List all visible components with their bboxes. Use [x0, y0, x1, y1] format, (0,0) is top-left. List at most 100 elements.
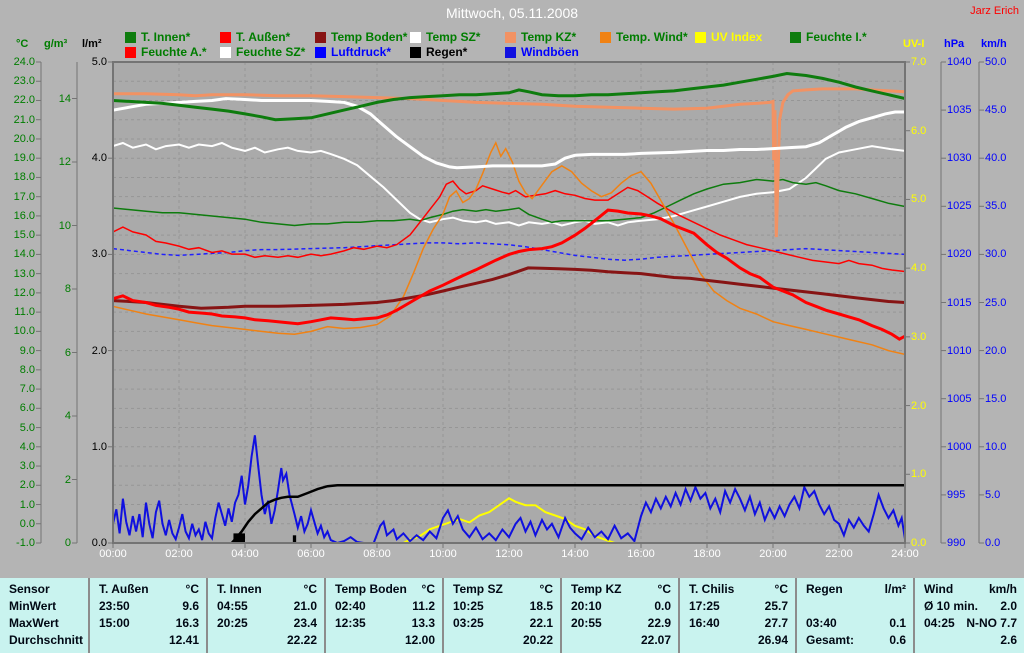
series-luftdruck	[113, 242, 905, 261]
legend-label: Feuchte A.*	[141, 45, 207, 59]
table-cell: Ø 10 min.	[924, 599, 979, 613]
table-cell: 25.7	[764, 599, 788, 613]
table-cell: 12:35	[335, 616, 366, 630]
table-cell: Temp Boden	[335, 582, 407, 596]
table-cell: °C	[774, 582, 788, 596]
axis-tick-label: 10.0	[985, 440, 1007, 453]
series-t-innen	[113, 71, 905, 122]
table-cell: T. Innen	[217, 582, 262, 596]
axis-tick-label: 13.0	[13, 267, 35, 280]
axis-tick-label: 17.0	[13, 190, 35, 203]
axis-tick-label: 2.0	[911, 399, 927, 412]
legend-label: Temp SZ*	[426, 30, 481, 44]
x-axis-label: 18:00	[693, 548, 721, 560]
x-axis-label: 02:00	[165, 548, 193, 560]
table-cell: 2.6	[1000, 633, 1017, 647]
legend-label: Feuchte I.*	[806, 30, 867, 44]
table-cell: Durchschnitt	[9, 633, 84, 647]
table-cell: 22.07	[640, 633, 671, 647]
axis-tick-label: 1010	[947, 344, 972, 357]
axis-tick-label: 40.0	[985, 152, 1007, 165]
axis-tick-label: 3.0	[91, 248, 107, 261]
table-row: Temp KZ °C	[562, 581, 678, 598]
legend-item-t-au-en: T. Außen*	[220, 30, 290, 44]
legend-item-temp-boden: Temp Boden*	[315, 30, 407, 44]
table-cell: Sensor	[9, 582, 50, 596]
table-cell: Wind	[924, 582, 954, 596]
table-cell: l/m²	[884, 582, 906, 596]
legend-swatch	[600, 31, 611, 43]
legend-item-temp-kz: Temp KZ*	[505, 30, 576, 44]
table-column: T. Innen °C 04:55 21.0 20:25 23.4 22.22	[206, 578, 324, 653]
axis-tick-label: 0.0	[19, 517, 35, 530]
axis-tick-label: 5.0	[91, 56, 107, 68]
series-temp-wind	[113, 140, 905, 356]
table-cell: °C	[185, 582, 199, 596]
axis-tick-label: 1.0	[91, 440, 107, 453]
table-row: 02:40 11.2	[326, 598, 442, 615]
table-cell: MinWert	[9, 599, 57, 613]
axis-tick-label: 5.0	[911, 193, 927, 206]
table-cell: 22.9	[647, 616, 671, 630]
legend-item-temp-sz: Temp SZ*	[410, 30, 481, 44]
table-row: 23:50 9.6	[90, 598, 206, 615]
axis-tick-label: 7.0	[19, 383, 35, 396]
axis-tick-label: 0.0	[911, 537, 927, 549]
table-row: 17:25 25.7	[680, 598, 795, 615]
table-row: 12.41	[90, 632, 206, 649]
table-row: 26.94	[680, 632, 795, 649]
table-row: MaxWert	[0, 615, 88, 632]
series-feuchte-a	[113, 180, 905, 273]
table-cell: °C	[303, 582, 317, 596]
table-row: 20.22	[444, 632, 560, 649]
legend-swatch	[410, 46, 421, 58]
table-cell: Temp SZ	[453, 582, 503, 596]
axis-tick-label: 2.0	[91, 344, 107, 357]
rain-bar	[292, 535, 297, 543]
table-cell: 20:55	[571, 616, 602, 630]
legend-label: Feuchte SZ*	[236, 45, 306, 59]
axis-tick-label: 0.0	[985, 537, 1001, 549]
series-feuchte-i	[113, 178, 905, 227]
table-column: Regen l/m² 03:40 0.1 Gesamt: 0.6	[795, 578, 913, 653]
table-cell: 22.22	[286, 633, 317, 647]
axis-header-gm3: g/m³	[44, 38, 68, 50]
table-row: T. Chilis °C	[680, 581, 795, 598]
table-cell: Temp KZ	[571, 582, 622, 596]
axis-tick-label: 18.0	[13, 171, 35, 184]
table-row: 04:25 N-NO 7.7	[915, 615, 1024, 632]
legend-swatch	[505, 46, 516, 58]
axis-tick-label: 1005	[947, 392, 972, 405]
stats-table: Sensor MinWert MaxWert Durchschnitt T. Außen…	[0, 578, 1024, 653]
axis-tick-label: 25.0	[985, 296, 1007, 309]
table-column: T. Außen °C 23:50 9.6 15:00 16.3 12.41	[88, 578, 206, 653]
axis-header-hpa: hPa	[944, 38, 965, 50]
table-cell: Gesamt:	[806, 633, 855, 647]
table-row: 04:55 21.0	[208, 598, 324, 615]
legend-swatch	[125, 46, 136, 58]
axis-tick-label: 1020	[947, 248, 972, 261]
axis-tick-label: 14	[58, 92, 71, 105]
legend-item-regen: Regen*	[410, 45, 467, 59]
axis-tick-label: 19.0	[13, 152, 35, 165]
table-cell: 16:40	[689, 616, 720, 630]
axis-tick-label: 4.0	[19, 440, 35, 453]
table-column: Temp Boden °C 02:40 11.2 12:35 13.3 12.00	[324, 578, 442, 653]
legend-item-temp-wind: Temp. Wind*	[600, 30, 688, 44]
table-row: 22.07	[562, 632, 678, 649]
axis-tick-label: 1035	[947, 104, 972, 117]
axis-tick-label: 8.0	[19, 363, 35, 376]
legend-item-feuchte-i: Feuchte I.*	[790, 30, 867, 44]
table-row: Regen l/m²	[797, 581, 913, 598]
axis-tick-label: 3.0	[19, 460, 35, 473]
axis-tick-label: 5.0	[985, 488, 1001, 501]
table-cell: 23.4	[293, 616, 317, 630]
table-cell: 03:25	[453, 616, 484, 630]
table-cell: 03:40	[806, 616, 837, 630]
series-temp-boden	[113, 266, 905, 310]
legend-swatch	[220, 31, 231, 43]
axis-tick-label: 1000	[947, 440, 972, 453]
axis-tick-label: 15.0	[13, 229, 35, 242]
legend-label: UV Index	[711, 30, 763, 44]
axis-tick-label: 0.0	[91, 537, 107, 549]
